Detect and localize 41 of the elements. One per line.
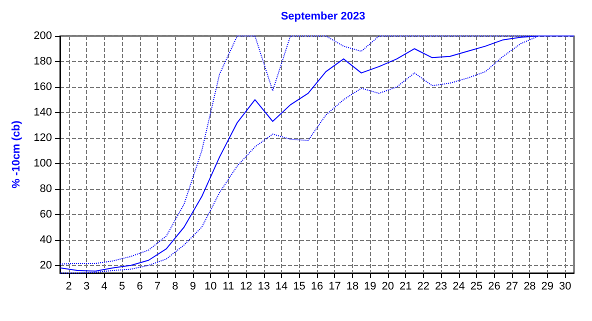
x-tick-label: 16 bbox=[310, 280, 324, 292]
y-tick-label: 60 bbox=[40, 208, 52, 220]
y-tick-label: 20 bbox=[40, 259, 52, 272]
y-axis-title: % -10cm (cb) bbox=[10, 120, 22, 188]
x-tick-label: 7 bbox=[154, 280, 161, 292]
y-tick-label: 200 bbox=[34, 30, 52, 42]
x-tick-label: 25 bbox=[470, 280, 483, 292]
x-tick-label: 2 bbox=[66, 280, 72, 292]
x-tick-label: 4 bbox=[101, 280, 108, 292]
y-tick-label: 120 bbox=[34, 132, 52, 144]
x-tick-label: 10 bbox=[204, 280, 217, 292]
x-tick-label: 13 bbox=[258, 280, 270, 292]
y-tick-label: 80 bbox=[40, 182, 52, 195]
y-tick-label: 140 bbox=[34, 106, 52, 118]
x-tick-label: 11 bbox=[222, 280, 234, 292]
x-tick-label: 15 bbox=[293, 280, 306, 292]
x-tick-label: 5 bbox=[118, 280, 126, 292]
x-tick-label: 19 bbox=[364, 280, 376, 292]
chart-title: September 2023 bbox=[280, 10, 366, 22]
x-tick-label: 28 bbox=[524, 280, 536, 292]
x-tick-label: 14 bbox=[275, 280, 288, 292]
x-tick-label: 22 bbox=[417, 280, 430, 292]
x-tick-label: 24 bbox=[452, 280, 465, 292]
y-tick-label: 160 bbox=[34, 80, 52, 93]
y-tick-label: 180 bbox=[34, 55, 52, 68]
x-tick-label: 9 bbox=[190, 280, 196, 292]
y-tick-label: 40 bbox=[40, 234, 52, 246]
x-tick-label: 21 bbox=[399, 280, 412, 292]
x-tick-label: 30 bbox=[559, 280, 572, 292]
x-tick-label: 17 bbox=[328, 280, 341, 292]
x-tick-label: 3 bbox=[84, 280, 90, 292]
x-tick-label: 20 bbox=[382, 280, 394, 292]
y-tick-label: 100 bbox=[34, 157, 52, 170]
x-tick-label: 12 bbox=[240, 280, 252, 292]
x-tick-label: 8 bbox=[172, 280, 178, 292]
x-tick-label: 6 bbox=[136, 280, 143, 292]
x-tick-label: 23 bbox=[434, 280, 448, 292]
x-tick-label: 26 bbox=[488, 280, 500, 292]
x-tick-label: 27 bbox=[506, 280, 518, 292]
x-tick-label: 29 bbox=[541, 280, 554, 292]
x-tick-label: 18 bbox=[346, 280, 359, 292]
